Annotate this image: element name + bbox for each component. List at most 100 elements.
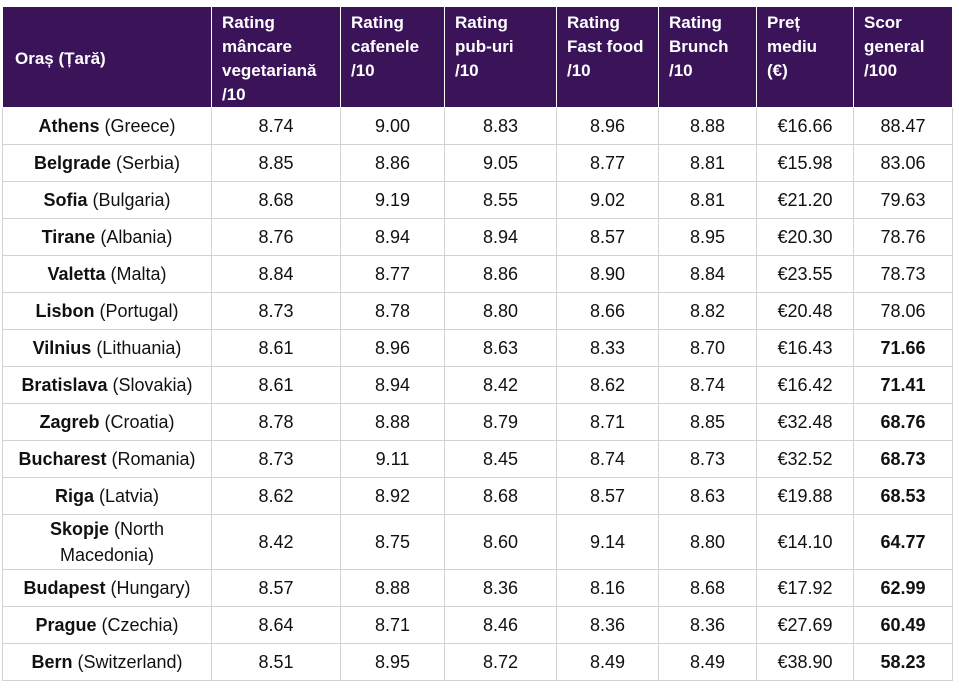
cell-veg-rating: 8.61 — [211, 329, 341, 367]
cell-overall-score: 68.53 — [853, 477, 953, 515]
cell-veg-rating: 8.73 — [211, 440, 341, 478]
cell-city: Tirane (Albania) — [2, 218, 212, 256]
header-cafe-rating: Rating cafenele /10 — [340, 6, 445, 108]
cell-fastfood-rating: 8.49 — [556, 643, 659, 681]
cell-veg-rating: 8.51 — [211, 643, 341, 681]
cell-brunch-rating: 8.74 — [658, 366, 757, 404]
city-name: Lisbon — [35, 301, 95, 321]
cell-pub-rating: 8.83 — [444, 107, 557, 145]
cell-overall-score: 58.23 — [853, 643, 953, 681]
cell-fastfood-rating: 8.16 — [556, 569, 659, 607]
cell-overall-score: 64.77 — [853, 514, 953, 570]
table-row: Lisbon (Portugal) 8.73 8.78 8.80 8.66 8.82 €20… — [2, 292, 953, 330]
cell-city: Bratislava (Slovakia) — [2, 366, 212, 404]
cell-avg-price: €14.10 — [756, 514, 854, 570]
cell-cafe-rating: 8.75 — [340, 514, 445, 570]
cell-city: Lisbon (Portugal) — [2, 292, 212, 330]
cell-avg-price: €20.48 — [756, 292, 854, 330]
cell-overall-score: 71.66 — [853, 329, 953, 367]
cell-overall-score: 78.73 — [853, 255, 953, 293]
table-row: Bucharest (Romania) 8.73 9.11 8.45 8.74 8.73 €… — [2, 440, 953, 478]
table-row: Skopje (North Macedonia) 8.42 8.75 8.60 9.14… — [2, 514, 953, 570]
cell-overall-score: 60.49 — [853, 606, 953, 644]
cell-avg-price: €16.42 — [756, 366, 854, 404]
header-fastfood-rating: Rating Fast food /10 — [556, 6, 659, 108]
country-name: (Greece) — [104, 116, 176, 136]
cell-pub-rating: 8.45 — [444, 440, 557, 478]
cell-veg-rating: 8.76 — [211, 218, 341, 256]
city-name: Bern — [31, 652, 73, 672]
table-row: Valetta (Malta) 8.84 8.77 8.86 8.90 8.84 €23.5… — [2, 255, 953, 293]
cell-city: Valetta (Malta) — [2, 255, 212, 293]
cell-veg-rating: 8.42 — [211, 514, 341, 570]
city-name: Tirane — [41, 227, 96, 247]
cell-avg-price: €32.52 — [756, 440, 854, 478]
table-row: Vilnius (Lithuania) 8.61 8.96 8.63 8.33 8.70 €… — [2, 329, 953, 367]
city-name: Bratislava — [21, 375, 108, 395]
cell-city: Athens (Greece) — [2, 107, 212, 145]
cell-city: Belgrade (Serbia) — [2, 144, 212, 182]
cell-veg-rating: 8.74 — [211, 107, 341, 145]
cell-brunch-rating: 8.84 — [658, 255, 757, 293]
city-name: Skopje — [49, 519, 109, 539]
cell-avg-price: €20.30 — [756, 218, 854, 256]
cell-cafe-rating: 8.94 — [340, 218, 445, 256]
cell-city: Vilnius (Lithuania) — [2, 329, 212, 367]
cell-fastfood-rating: 8.77 — [556, 144, 659, 182]
cell-fastfood-rating: 8.36 — [556, 606, 659, 644]
cell-brunch-rating: 8.68 — [658, 569, 757, 607]
cell-cafe-rating: 8.88 — [340, 403, 445, 441]
cell-pub-rating: 8.79 — [444, 403, 557, 441]
table-row: Athens (Greece) 8.74 9.00 8.83 8.96 8.88 €16.6… — [2, 107, 953, 145]
country-name: (Latvia) — [99, 486, 160, 506]
cell-brunch-rating: 8.80 — [658, 514, 757, 570]
cell-pub-rating: 8.36 — [444, 569, 557, 607]
cell-cafe-rating: 8.94 — [340, 366, 445, 404]
cell-veg-rating: 8.85 — [211, 144, 341, 182]
header-row: Oraș (Țară) Rating mâncare vegetariană /… — [2, 6, 953, 108]
cell-fastfood-rating: 8.90 — [556, 255, 659, 293]
cell-city: Sofia (Bulgaria) — [2, 181, 212, 219]
table-row: Belgrade (Serbia) 8.85 8.86 9.05 8.77 8.81 €15… — [2, 144, 953, 182]
city-name: Vilnius — [32, 338, 92, 358]
country-name: (Malta) — [110, 264, 167, 284]
cell-fastfood-rating: 8.62 — [556, 366, 659, 404]
cell-pub-rating: 8.63 — [444, 329, 557, 367]
table-row: Tirane (Albania) 8.76 8.94 8.94 8.57 8.95 €20.… — [2, 218, 953, 256]
cell-overall-score: 78.76 — [853, 218, 953, 256]
city-name: Athens — [38, 116, 100, 136]
city-name: Belgrade — [33, 153, 111, 173]
cell-brunch-rating: 8.81 — [658, 144, 757, 182]
cell-fastfood-rating: 8.71 — [556, 403, 659, 441]
cell-brunch-rating: 8.82 — [658, 292, 757, 330]
cell-cafe-rating: 8.77 — [340, 255, 445, 293]
country-name: (Albania) — [100, 227, 173, 247]
cell-overall-score: 83.06 — [853, 144, 953, 182]
country-name: (Slovakia) — [112, 375, 193, 395]
city-name: Sofia — [43, 190, 88, 210]
cell-cafe-rating: 8.95 — [340, 643, 445, 681]
cell-cafe-rating: 8.88 — [340, 569, 445, 607]
cell-overall-score: 79.63 — [853, 181, 953, 219]
cell-avg-price: €23.55 — [756, 255, 854, 293]
cell-avg-price: €21.20 — [756, 181, 854, 219]
cell-avg-price: €38.90 — [756, 643, 854, 681]
cell-cafe-rating: 8.86 — [340, 144, 445, 182]
table-row: Prague (Czechia) 8.64 8.71 8.46 8.36 8.36 €27.… — [2, 606, 953, 644]
table-row: Zagreb (Croatia) 8.78 8.88 8.79 8.71 8.85 €32.… — [2, 403, 953, 441]
header-avg-price: Preț mediu (€) — [756, 6, 854, 108]
city-name: Zagreb — [39, 412, 100, 432]
country-name: (Hungary) — [110, 578, 191, 598]
cell-fastfood-rating: 8.96 — [556, 107, 659, 145]
cell-pub-rating: 8.94 — [444, 218, 557, 256]
cell-cafe-rating: 9.19 — [340, 181, 445, 219]
cell-pub-rating: 8.42 — [444, 366, 557, 404]
cell-veg-rating: 8.61 — [211, 366, 341, 404]
cell-brunch-rating: 8.95 — [658, 218, 757, 256]
cell-overall-score: 71.41 — [853, 366, 953, 404]
cell-overall-score: 88.47 — [853, 107, 953, 145]
cell-pub-rating: 8.72 — [444, 643, 557, 681]
cell-cafe-rating: 8.92 — [340, 477, 445, 515]
city-name: Budapest — [23, 578, 106, 598]
cell-brunch-rating: 8.63 — [658, 477, 757, 515]
